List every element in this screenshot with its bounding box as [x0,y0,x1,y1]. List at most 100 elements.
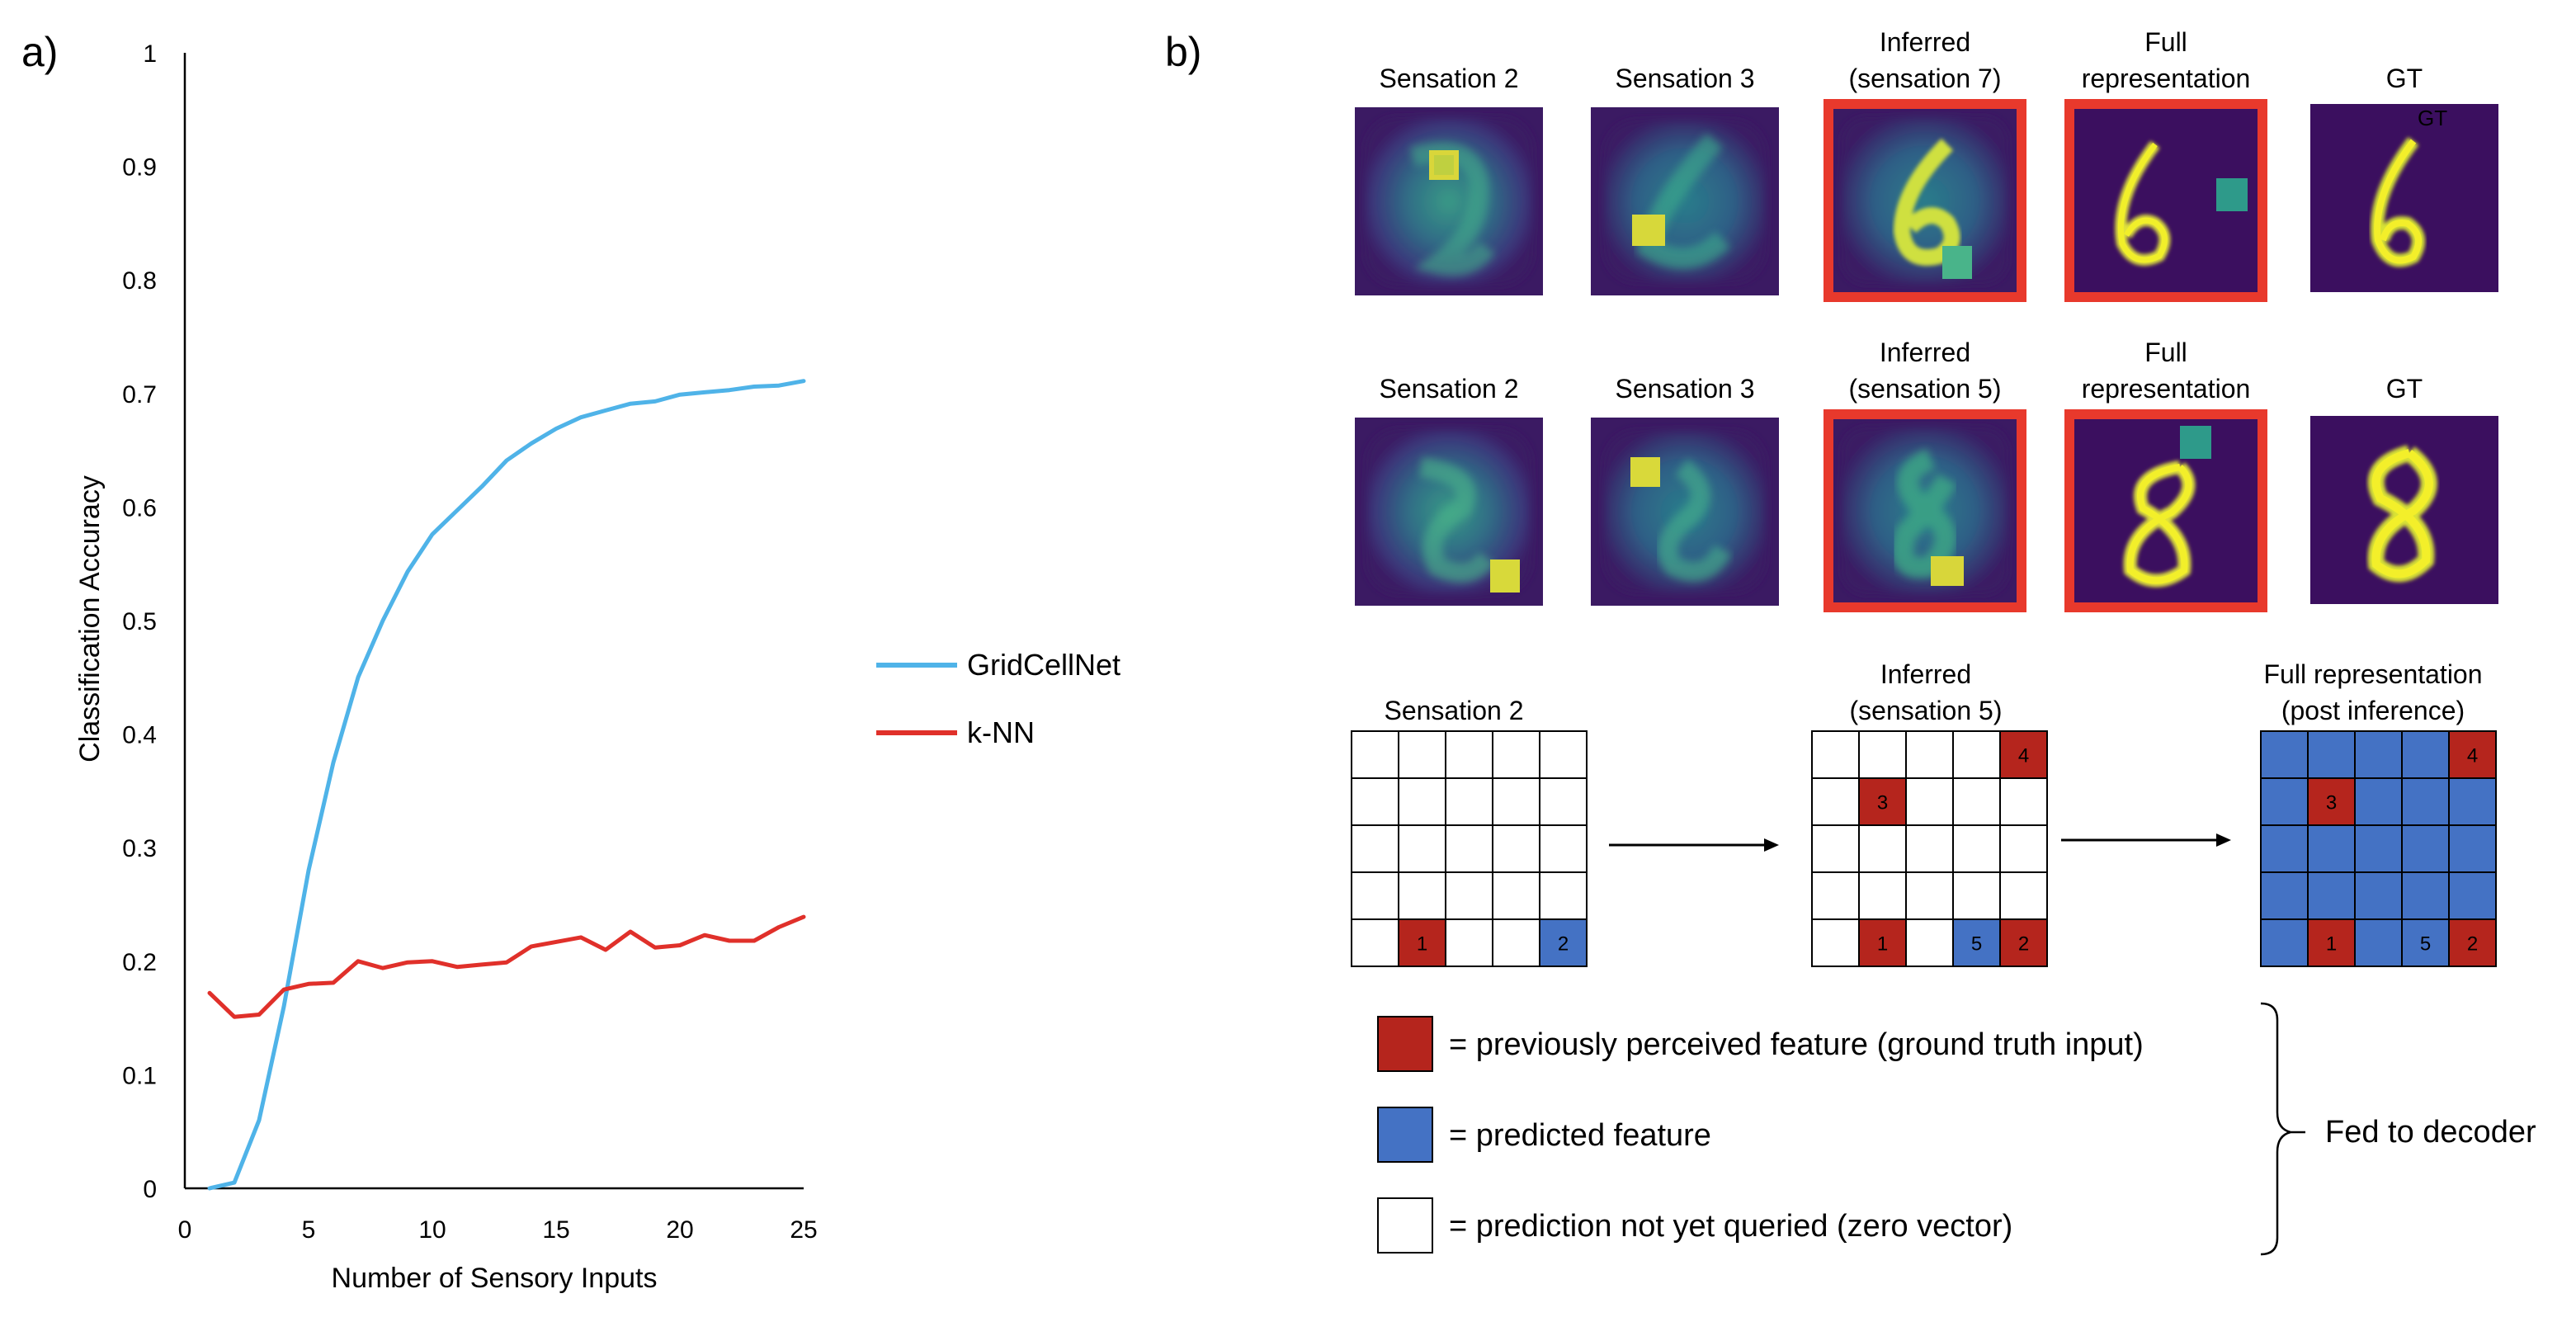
x-tick-labels: 0 5 10 15 20 25 [178,1216,818,1244]
grid-cell [1398,824,1446,873]
x-axis-label: Number of Sensory Inputs [332,1263,658,1294]
grid-cell [1905,918,1954,967]
grid-cell [2260,918,2309,967]
grid-cell [2260,824,2309,873]
grid-cell-predicted [1539,918,1588,967]
y-tick-label: 0 [143,1176,157,1203]
grid-cell-perceived [1858,918,1907,967]
chart-legend: GridCellNet k-NN [876,648,1121,749]
grid-cell-label: 2 [2018,933,2029,956]
decoder-brace: Fed to decoder [2260,1002,2536,1256]
y-tick-label: 0.3 [122,835,157,862]
grid-cell-label: 1 [1877,933,1888,956]
grid-cell-predicted [1952,918,2001,967]
image-title: GT [2386,374,2423,404]
accuracy-chart: 0 0.1 0.2 0.3 0.4 0.5 0.6 0.7 0.8 0.9 1 0 5 10 15 20 25… [74,40,1121,1294]
grid-cell [2307,824,2356,873]
brace-shape [2260,1002,2291,1256]
y-tick-label: 0.8 [122,267,157,295]
grid-cell [1952,730,2001,779]
grid-cell [1811,871,1860,920]
grid-cell-label: 3 [1877,792,1888,814]
grid-title: Inferred [1880,659,1971,689]
grid-cell-perceived [1999,918,2048,967]
image-title: representation [2082,374,2251,404]
grid-cell [1905,824,1954,873]
grid-cell [1398,730,1446,779]
grid-cell [1445,777,1493,826]
legend-text: = prediction not yet queried (zero vecto… [1449,1209,2012,1244]
image-title: Sensation 2 [1379,64,1518,93]
row2-sensation2-image [1355,418,1543,606]
grid-cell [2448,824,2497,873]
grid-cell-perceived [2307,918,2356,967]
grid-cell [2448,777,2497,826]
grid-cell [2401,730,2450,779]
grid-cell [2401,777,2450,826]
grid-inferred: 4 3 1 5 2 [1811,730,2048,967]
grid-cell [1905,730,1954,779]
grid-cell [1858,730,1907,779]
y-tick-label: 0.7 [122,381,157,408]
y-tick-label: 0.2 [122,949,157,976]
image-title: Sensation 3 [1615,64,1754,93]
grid-cell [1905,871,1954,920]
x-tick-label: 5 [302,1216,316,1244]
row1-gt-image: GT [2310,104,2498,292]
grid-full-representation: 4 3 1 5 2 [2260,730,2497,967]
row1-full-representation-image [2064,99,2267,302]
grid-cell [2448,871,2497,920]
row2-sensation3-image [1591,418,1779,606]
grid-cell [1445,730,1493,779]
grid-cell [1445,824,1493,873]
grid-cell [2260,730,2309,779]
row2-titles: Sensation 2 Sensation 3 Inferred (sensation… [1379,338,2423,404]
image-title: Sensation 3 [1615,374,1754,404]
grid-cell-label: 2 [1558,933,1569,956]
grid-cell [1351,871,1399,920]
grid-cell-label: 5 [2420,933,2431,956]
grid-titles: Sensation 2 Inferred (sensation 5) Full rep… [1384,659,2482,725]
image-title: Inferred [1880,338,1970,367]
grid-cell [2354,824,2403,873]
y-tick-label: 0.6 [122,494,157,522]
grid-cell [1999,777,2048,826]
gt-overlay-label: GT [2418,106,2447,130]
row1-sensation3-image [1591,107,1779,295]
grid-cell [2260,871,2309,920]
series-line-gridcellnet [207,379,806,1191]
row2-images [1355,409,2498,612]
y-tick-label: 0.9 [122,154,157,182]
series-line-k-nn [207,914,806,1019]
grid-cell [1539,824,1588,873]
grid-cell [2354,871,2403,920]
legend-swatch [1377,1107,1433,1163]
grid-cell [1811,918,1860,967]
grid-cell-predicted [2401,918,2450,967]
legend-label: k-NN [967,715,1035,749]
grid-arrows [1609,833,2231,852]
x-axis: 0 5 10 15 20 25 [178,1187,818,1244]
grid-cell [1492,730,1540,779]
grid-cell [1905,777,1954,826]
grid-cell [2401,824,2450,873]
grid-cell [1492,824,1540,873]
y-axis: 0 0.1 0.2 0.3 0.4 0.5 0.6 0.7 0.8 0.9 1 [122,40,186,1203]
arrow-1-head [1764,838,1779,852]
y-tick-label: 0.4 [122,722,157,749]
grid-cell [1398,777,1446,826]
image-title: Full [2144,27,2187,57]
grid-cell [1858,871,1907,920]
legend-text: = previously perceived feature (ground t… [1449,1027,2144,1062]
grid-cell-label: 1 [2326,933,2337,956]
series-lines [207,379,806,1191]
grid-cell [1952,777,2001,826]
grid-title: (sensation 5) [1850,696,2003,725]
legend-swatch [1377,1197,1433,1254]
grid-cell-perceived [2307,777,2356,826]
grid-cell [1445,871,1493,920]
y-tick-label: 0.1 [122,1062,157,1089]
grid-cell [2307,730,2356,779]
grid-cell [1539,777,1588,826]
